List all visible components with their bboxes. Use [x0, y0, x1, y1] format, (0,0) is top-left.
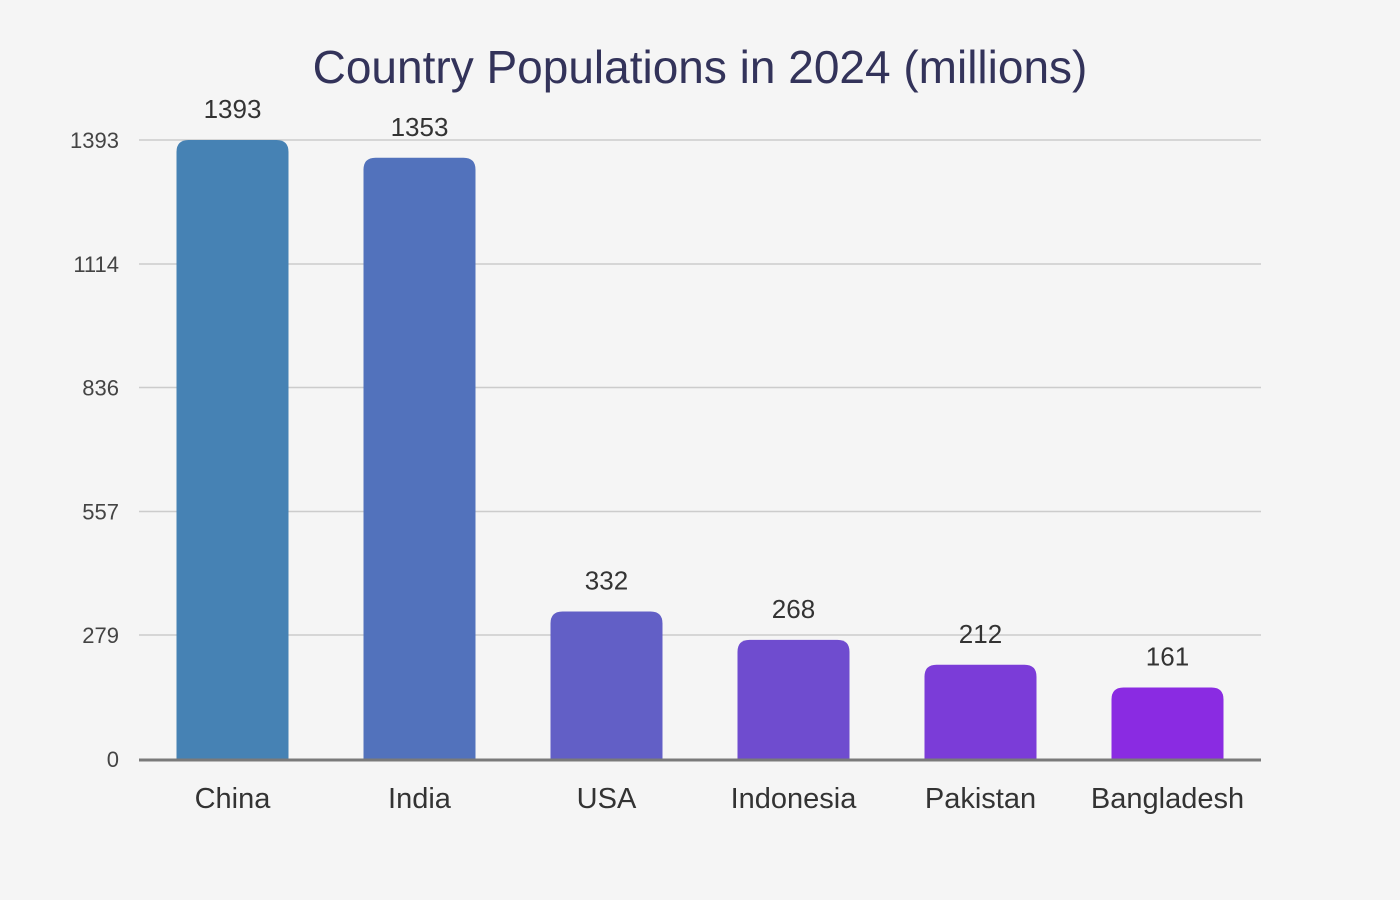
y-axis-ticks: 0 279 557 836 1114 1393: [70, 128, 119, 772]
data-label-indonesia: 268: [772, 594, 815, 624]
bar-pakistan: [924, 664, 1037, 759]
data-label-pakistan: 212: [959, 619, 1002, 649]
y-tick-label: 836: [82, 376, 119, 401]
x-tick-label: USA: [577, 783, 637, 815]
y-tick-label: 279: [82, 623, 119, 648]
x-tick-label: India: [388, 783, 452, 815]
data-label-china: 1393: [204, 94, 262, 124]
y-tick-label: 1114: [73, 252, 119, 277]
bar-indonesia: [737, 639, 850, 759]
data-labels: 1393 1353 332 268 212 161: [204, 94, 1190, 671]
x-axis-ticks: China India USA Indonesia Pakistan Bangladesh: [195, 783, 1244, 815]
y-tick-label: 557: [82, 499, 119, 524]
x-tick-label: Pakistan: [925, 783, 1036, 815]
bar-china: [176, 140, 289, 759]
bars: [176, 140, 1224, 759]
data-label-bangladesh: 161: [1146, 641, 1189, 671]
chart-title: Country Populations in 2024 (millions): [313, 41, 1088, 93]
x-tick-label: China: [195, 783, 272, 815]
x-tick-label: Bangladesh: [1091, 783, 1244, 815]
gridlines: [139, 139, 1261, 636]
bar-bangladesh: [1111, 687, 1224, 759]
y-tick-label: 1393: [70, 128, 119, 153]
x-tick-label: Indonesia: [731, 783, 858, 815]
bar-usa: [550, 611, 663, 759]
y-tick-label: 0: [107, 747, 119, 772]
data-label-india: 1353: [391, 112, 449, 142]
bar-india: [363, 157, 476, 759]
data-label-usa: 332: [585, 565, 628, 595]
